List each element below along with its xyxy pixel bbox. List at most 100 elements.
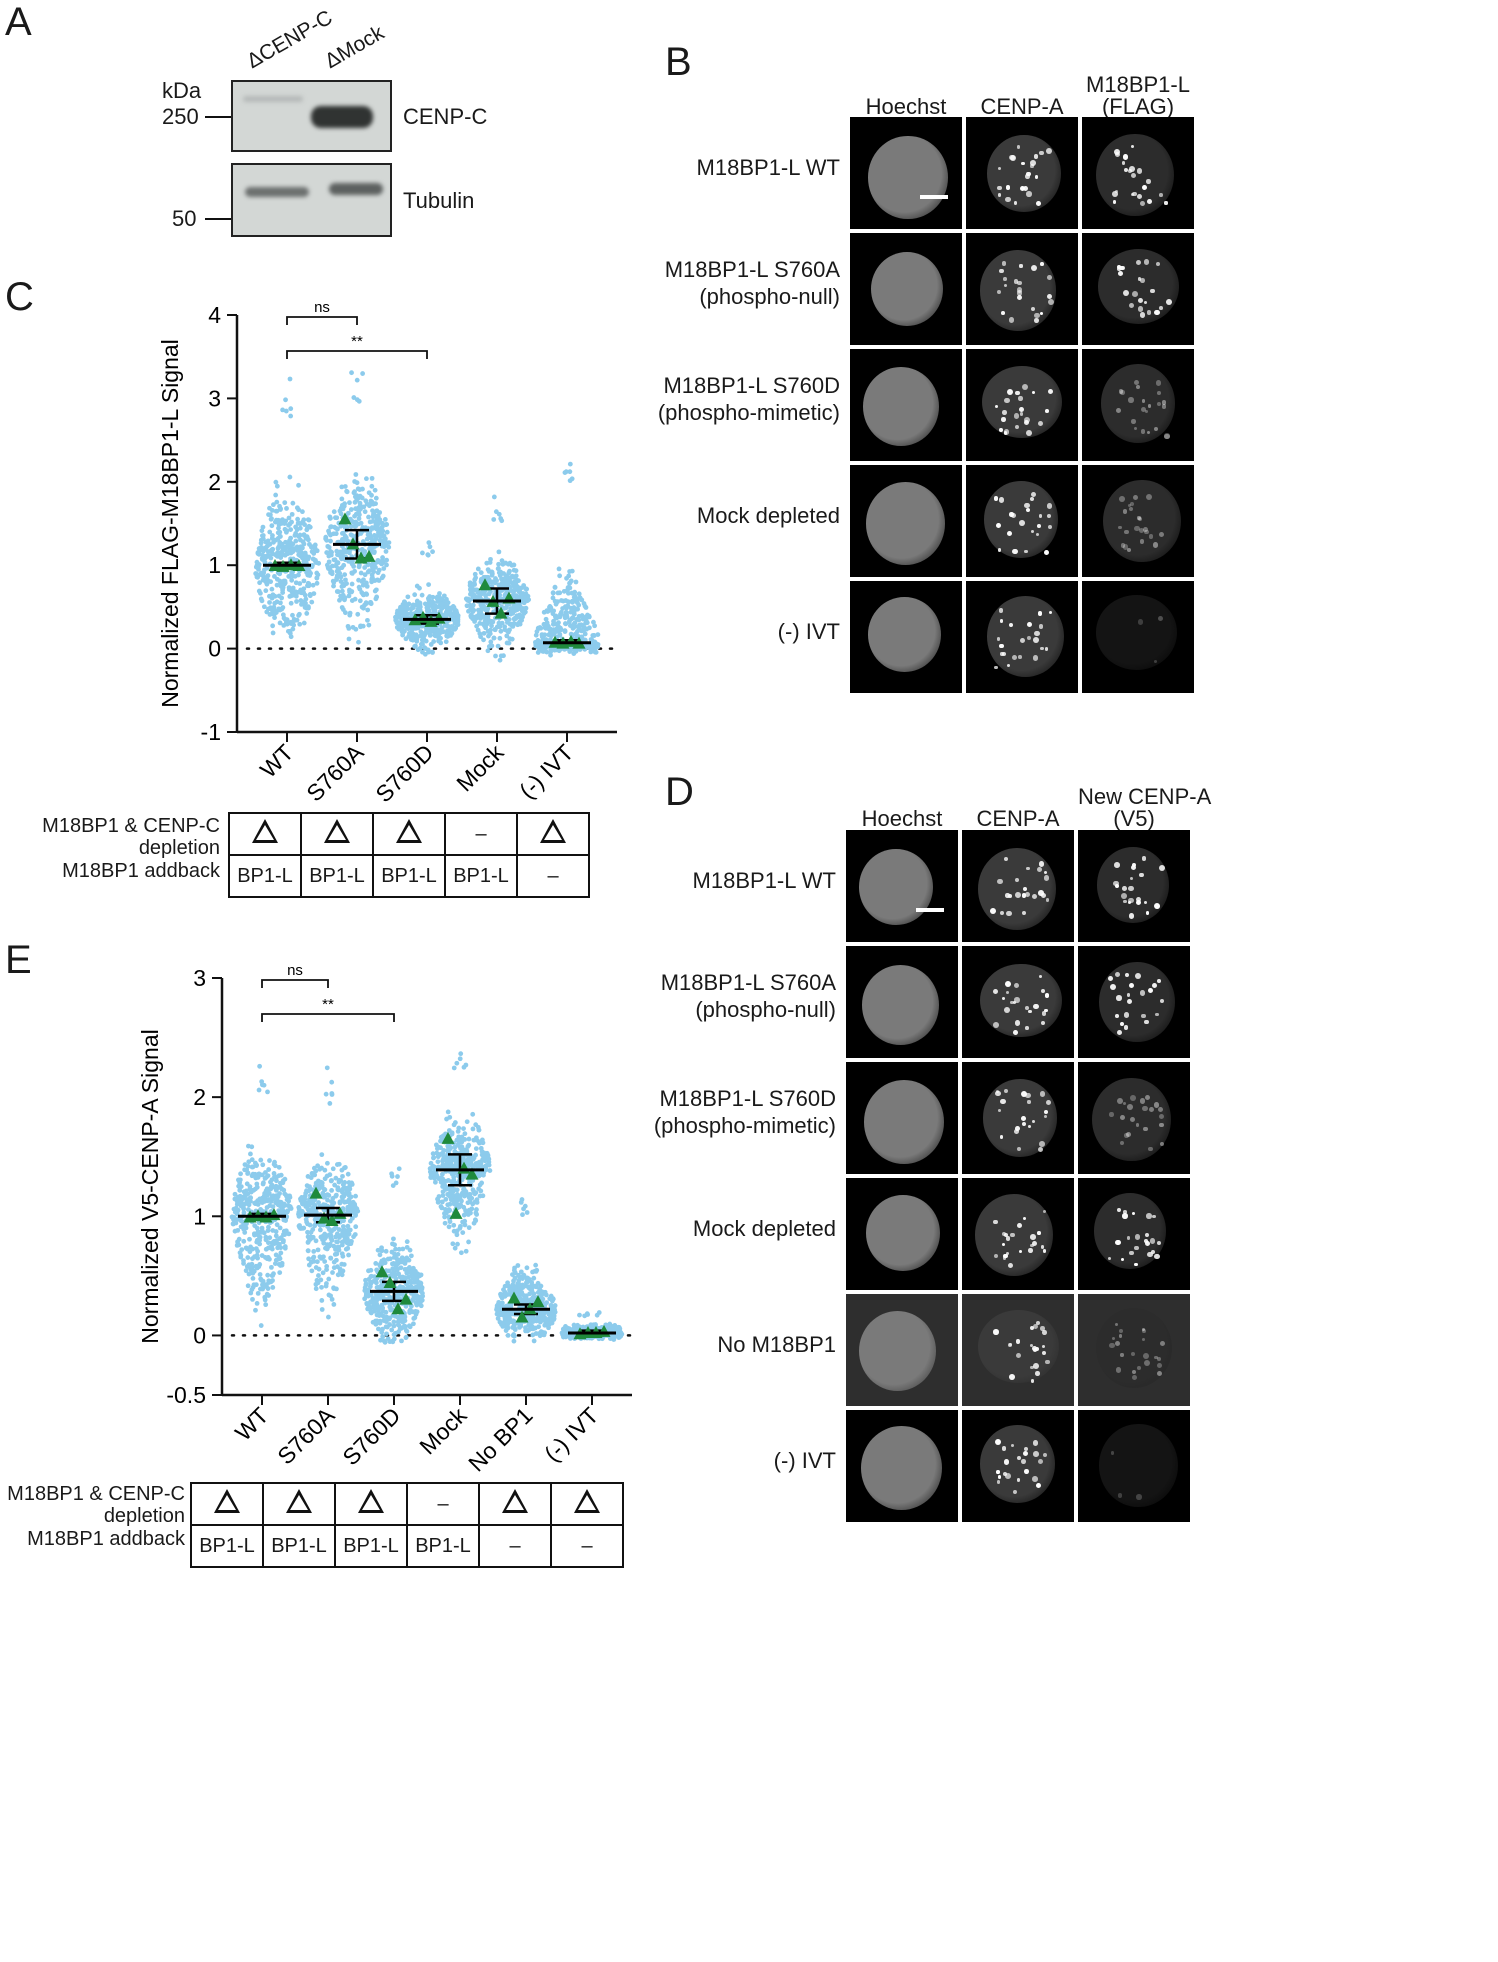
fluorescent-spot [1149, 1238, 1155, 1244]
data-point [391, 1255, 397, 1260]
fluorescent-spot [992, 1022, 999, 1029]
x-tick-label: Mock [414, 1402, 472, 1460]
data-point [267, 1245, 273, 1250]
data-point [288, 413, 294, 419]
data-point [317, 1227, 323, 1233]
marker-50: 50 [172, 206, 197, 231]
fluorescent-spot [1123, 168, 1128, 173]
data-point [415, 1280, 421, 1286]
data-point [509, 636, 515, 642]
y-tick-label: 3 [208, 385, 221, 411]
replicate-mean-marker [494, 606, 508, 619]
data-point [366, 514, 371, 520]
data-point [531, 1275, 537, 1281]
fluorescent-spot [1029, 1325, 1034, 1330]
data-point [379, 1245, 384, 1251]
data-point [258, 1323, 264, 1328]
data-point [486, 633, 491, 639]
data-point [455, 615, 461, 620]
image-cell-r2-c1 [966, 349, 1078, 461]
data-point [406, 630, 412, 636]
data-point [554, 626, 560, 631]
data-point [536, 1324, 542, 1330]
image-cell-r0-c0 [850, 117, 962, 229]
fluorescent-spot [1115, 1240, 1121, 1246]
data-point [381, 566, 387, 571]
data-point [369, 475, 375, 481]
fluorescent-spot [1011, 654, 1018, 661]
data-point [362, 1296, 368, 1302]
data-point [385, 1256, 391, 1262]
data-point [344, 581, 349, 586]
data-point [500, 561, 506, 567]
fluorescent-spot [1032, 1476, 1038, 1482]
fluorescent-spot [1158, 1114, 1164, 1120]
image-cell-r2-c0 [850, 349, 962, 461]
fluorescent-spot [992, 989, 998, 995]
fluorescent-spot [1154, 1355, 1158, 1360]
data-point [331, 1243, 337, 1249]
data-point [440, 1193, 446, 1198]
data-point [306, 583, 312, 589]
fluorescent-spot [1029, 496, 1034, 502]
fluorescent-spot [1145, 493, 1152, 500]
data-point [464, 1148, 469, 1153]
fluorescent-spot [1120, 1257, 1124, 1261]
data-point [373, 565, 378, 570]
y-axis-label: Normalized FLAG-M18BP1-L Signal [157, 339, 183, 708]
data-point [379, 1258, 385, 1264]
fluorescent-spot [1152, 542, 1159, 548]
data-point [499, 518, 505, 524]
data-point [364, 583, 370, 589]
data-point [377, 519, 383, 525]
data-point [366, 622, 372, 628]
fluorescent-spot [1037, 524, 1042, 529]
data-point [290, 541, 296, 547]
data-point [257, 1272, 263, 1277]
nucleus-dna-stain [864, 1080, 945, 1164]
data-point [414, 1302, 420, 1308]
data-point [549, 1296, 555, 1302]
data-point [517, 1282, 522, 1287]
data-point [339, 502, 345, 508]
data-point [369, 572, 375, 578]
data-point [470, 1155, 476, 1161]
data-point [544, 621, 550, 627]
data-point [462, 1193, 467, 1199]
image-cell-r4-c2 [1082, 581, 1194, 693]
data-point [265, 538, 271, 544]
data-point [524, 1265, 530, 1271]
data-point [268, 605, 273, 611]
data-point [327, 1101, 333, 1106]
data-point [351, 1205, 357, 1211]
data-point [327, 515, 333, 521]
fluorescent-spot [1022, 1121, 1027, 1126]
fluorescent-spot [1001, 261, 1006, 266]
fluorescent-spot [1015, 390, 1021, 396]
data-point [353, 1213, 358, 1218]
data-point [412, 1292, 417, 1298]
data-point [315, 1178, 321, 1184]
image-cell-r4-c0 [846, 1294, 958, 1406]
data-point [425, 647, 431, 653]
data-point [348, 507, 354, 512]
data-point [346, 593, 352, 599]
data-point [263, 1302, 269, 1308]
fluorescent-spot [1002, 1232, 1007, 1237]
band-cenpc-mock [311, 106, 373, 128]
data-point [329, 1188, 335, 1193]
fluorescent-spot [1045, 1359, 1050, 1364]
data-point [342, 572, 348, 577]
data-point [352, 494, 358, 500]
fluorescent-spot [1156, 391, 1161, 395]
fluorescent-spot [1126, 1236, 1131, 1240]
data-point [568, 605, 574, 611]
fluorescent-spot [1122, 544, 1129, 550]
data-point [346, 625, 352, 631]
fluorescent-spot [1141, 1014, 1146, 1019]
data-point [324, 1065, 330, 1071]
data-point [265, 1228, 271, 1233]
nucleus-signal [1100, 364, 1176, 444]
data-point [428, 642, 434, 647]
fluorescent-spot [1159, 1122, 1164, 1128]
